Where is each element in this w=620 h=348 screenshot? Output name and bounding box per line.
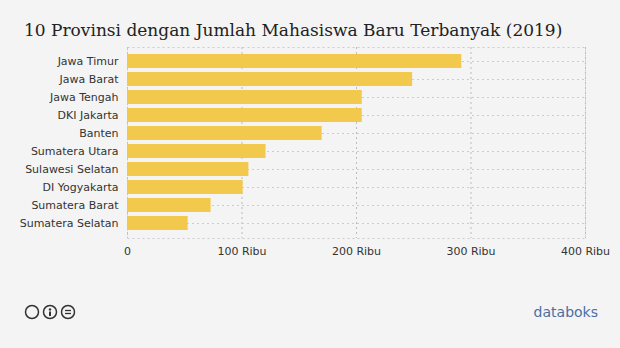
svg-text:Sulawesi Selatan: Sulawesi Selatan bbox=[25, 163, 118, 176]
svg-text:0: 0 bbox=[124, 245, 131, 258]
svg-text:Sumatera Utara: Sumatera Utara bbox=[31, 145, 119, 158]
svg-text:DI Yogyakarta: DI Yogyakarta bbox=[43, 181, 119, 194]
svg-text:Jawa Timur: Jawa Timur bbox=[57, 55, 119, 68]
svg-text:DKI Jakarta: DKI Jakarta bbox=[58, 109, 119, 122]
svg-text:300 Ribu: 300 Ribu bbox=[446, 245, 495, 258]
svg-text:200 Ribu: 200 Ribu bbox=[332, 245, 381, 258]
svg-text:100 Ribu: 100 Ribu bbox=[217, 245, 266, 258]
svg-text:Jawa Barat: Jawa Barat bbox=[58, 73, 119, 86]
svg-text:Sumatera Barat: Sumatera Barat bbox=[31, 199, 119, 212]
svg-text:Banten: Banten bbox=[79, 127, 118, 140]
svg-text:Jawa Tengah: Jawa Tengah bbox=[49, 91, 119, 104]
svg-text:Sumatera Selatan: Sumatera Selatan bbox=[20, 217, 119, 230]
html-text:10 Provinsi dengan Jumlah Maha: 10 Provinsi dengan Jumlah Mahasiswa Baru… bbox=[24, 20, 563, 40]
svg-text:400 Ribu: 400 Ribu bbox=[561, 245, 610, 258]
html-text:databoks: databoks bbox=[533, 304, 598, 320]
